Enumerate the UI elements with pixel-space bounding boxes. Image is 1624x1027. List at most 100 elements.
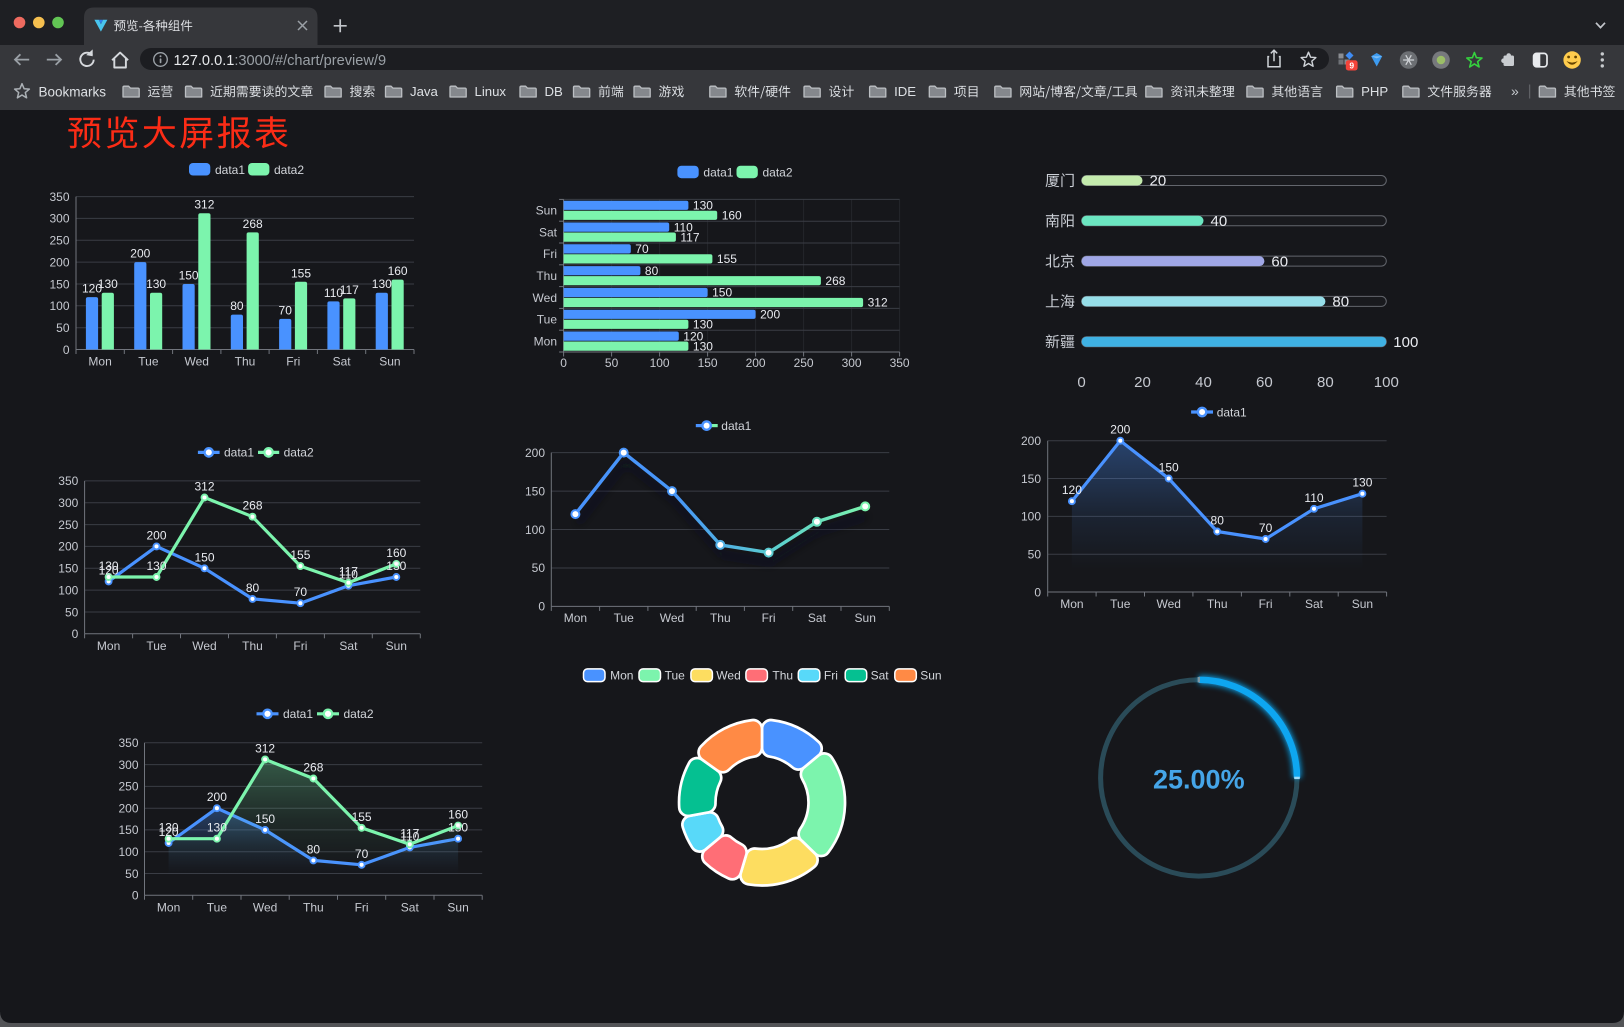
svg-text:Sun: Sun [386, 639, 407, 653]
svg-text:268: 268 [242, 499, 262, 513]
svg-text:data2: data2 [763, 166, 793, 180]
svg-text:120: 120 [82, 282, 102, 296]
svg-text:Mon: Mon [564, 611, 587, 625]
svg-text:130: 130 [98, 277, 118, 291]
svg-text:50: 50 [605, 356, 619, 370]
svg-text:155: 155 [291, 266, 311, 280]
svg-text:Thu: Thu [235, 354, 256, 368]
svg-text:250: 250 [49, 234, 69, 248]
svg-text:Fri: Fri [543, 247, 557, 261]
svg-text:200: 200 [1110, 423, 1130, 437]
svg-text:200: 200 [130, 247, 150, 261]
svg-text:50: 50 [56, 321, 70, 335]
svg-text:Sun: Sun [1352, 597, 1373, 611]
svg-text:268: 268 [303, 761, 323, 775]
svg-text:Sat: Sat [339, 639, 358, 653]
svg-text:80: 80 [1317, 374, 1334, 391]
svg-text:160: 160 [722, 209, 742, 223]
svg-text:Java: Java [410, 84, 439, 99]
svg-text:0: 0 [72, 627, 79, 641]
svg-text:150: 150 [194, 550, 214, 564]
svg-text:25.00%: 25.00% [1153, 764, 1245, 794]
svg-text:130: 130 [146, 277, 166, 291]
svg-text:150: 150 [698, 356, 718, 370]
svg-text:268: 268 [825, 274, 845, 288]
svg-text:127.0.0.1:3000/#/chart/preview: 127.0.0.1:3000/#/chart/preview/9 [174, 53, 387, 69]
svg-text:150: 150 [1021, 472, 1041, 486]
svg-text:110: 110 [324, 286, 343, 300]
svg-text:70: 70 [1259, 521, 1273, 535]
svg-text:50: 50 [125, 867, 139, 881]
svg-text:200: 200 [118, 802, 138, 816]
svg-text:200: 200 [207, 790, 227, 804]
svg-text:70: 70 [635, 242, 649, 256]
svg-text:data1: data1 [1217, 405, 1247, 419]
svg-text:Fri: Fri [824, 669, 838, 683]
svg-text:200: 200 [58, 540, 78, 554]
svg-text:data1: data1 [224, 446, 254, 460]
svg-text:117: 117 [340, 283, 359, 297]
svg-text:130: 130 [693, 318, 713, 332]
svg-text:350: 350 [49, 190, 69, 204]
svg-text:Mon: Mon [534, 334, 557, 348]
svg-text:Sun: Sun [379, 354, 400, 368]
svg-text:Tue: Tue [138, 354, 159, 368]
svg-text:80: 80 [246, 581, 260, 595]
svg-text:data1: data1 [703, 166, 733, 180]
svg-text:Fri: Fri [762, 611, 776, 625]
svg-text:Sun: Sun [920, 669, 941, 683]
svg-text:50: 50 [1028, 548, 1042, 562]
svg-text:200: 200 [760, 308, 780, 322]
svg-text:data1: data1 [721, 419, 751, 433]
svg-text:data1: data1 [215, 163, 245, 177]
svg-text:350: 350 [118, 736, 138, 750]
svg-text:40: 40 [1211, 213, 1228, 230]
svg-text:9: 9 [1349, 61, 1354, 71]
svg-text:160: 160 [388, 264, 408, 278]
svg-text:110: 110 [400, 829, 419, 843]
svg-text:250: 250 [58, 518, 78, 532]
svg-text:0: 0 [560, 356, 567, 370]
svg-text:120: 120 [1062, 483, 1082, 497]
svg-text:150: 150 [58, 562, 78, 576]
svg-text:Sun: Sun [855, 611, 876, 625]
svg-text:Tue: Tue [665, 669, 686, 683]
svg-text:150: 150 [179, 269, 199, 283]
svg-text:Sat: Sat [401, 900, 420, 914]
svg-text:130: 130 [693, 339, 713, 353]
svg-text:130: 130 [146, 559, 166, 573]
svg-text:312: 312 [194, 198, 214, 212]
svg-text:IDE: IDE [894, 84, 916, 99]
svg-text:100: 100 [1393, 334, 1418, 351]
svg-text:155: 155 [717, 252, 737, 266]
svg-text:Sat: Sat [539, 225, 558, 239]
svg-text:130: 130 [207, 821, 227, 835]
svg-text:Tue: Tue [614, 611, 635, 625]
svg-text:DB: DB [545, 84, 564, 99]
svg-text:Mon: Mon [610, 669, 633, 683]
svg-text:350: 350 [58, 474, 78, 488]
svg-text:Fri: Fri [355, 900, 369, 914]
svg-text:20: 20 [1134, 374, 1151, 391]
svg-text:0: 0 [1077, 374, 1085, 391]
svg-text:50: 50 [65, 605, 79, 619]
svg-text:Wed: Wed [716, 669, 740, 683]
svg-text:117: 117 [339, 565, 358, 579]
svg-text:80: 80 [307, 842, 321, 856]
svg-text:Mon: Mon [97, 639, 120, 653]
svg-text:60: 60 [1256, 374, 1273, 391]
svg-text:0: 0 [538, 600, 545, 614]
svg-text:110: 110 [674, 220, 693, 234]
svg-text:130: 130 [386, 559, 406, 573]
svg-text:130: 130 [1352, 476, 1372, 490]
svg-text:155: 155 [352, 810, 372, 824]
svg-text:70: 70 [279, 303, 293, 317]
svg-text:70: 70 [294, 585, 308, 599]
svg-text:80: 80 [1332, 294, 1349, 311]
svg-text:data2: data2 [284, 446, 314, 460]
svg-text:70: 70 [355, 847, 369, 861]
svg-text:Wed: Wed [1156, 597, 1180, 611]
svg-text:Wed: Wed [192, 639, 216, 653]
svg-text:130: 130 [693, 199, 713, 213]
svg-text:Thu: Thu [1207, 597, 1228, 611]
